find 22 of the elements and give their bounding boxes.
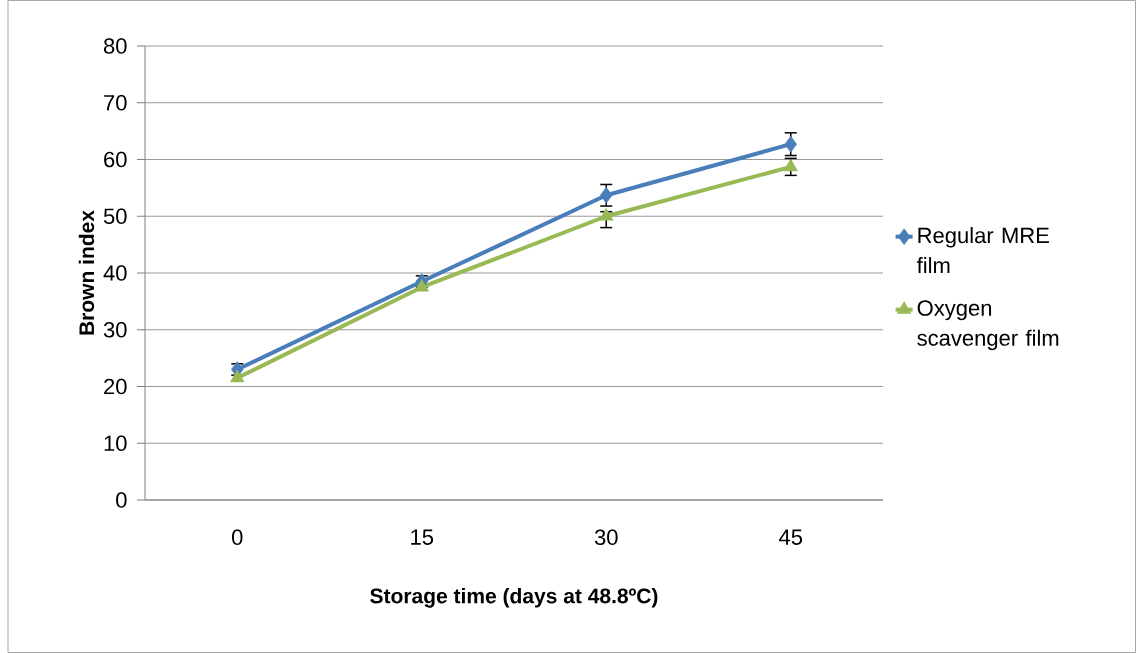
point xyxy=(230,369,245,383)
y-tick-label: 80 xyxy=(103,38,127,54)
y-tick-label: 0 xyxy=(116,492,127,508)
x-tick-label: 0 xyxy=(232,529,243,546)
point xyxy=(414,278,429,292)
y-tick-label: 40 xyxy=(103,265,127,281)
x-tick-label: 15 xyxy=(411,529,434,545)
y-tick-label: 50 xyxy=(103,208,127,225)
legend-label: Regular MRE film xyxy=(916,227,1049,273)
x-tick-label: 30 xyxy=(594,529,618,546)
y-tick-label: 70 xyxy=(104,94,127,111)
legend-label: Oxygen scavenger film xyxy=(917,300,1059,351)
y-tick-label: 20 xyxy=(104,378,127,395)
y-axis-title: Brown index xyxy=(78,210,95,335)
y-tick-label: 60 xyxy=(104,151,127,168)
y-tick-label: 10 xyxy=(104,435,127,452)
point xyxy=(784,135,797,153)
point xyxy=(600,187,613,204)
x-axis-title: Storage time (days at 48.8ºC) xyxy=(370,587,658,608)
y-tick-label: 30 xyxy=(103,321,127,338)
point xyxy=(599,208,614,221)
x-tick-label: 45 xyxy=(779,529,803,545)
